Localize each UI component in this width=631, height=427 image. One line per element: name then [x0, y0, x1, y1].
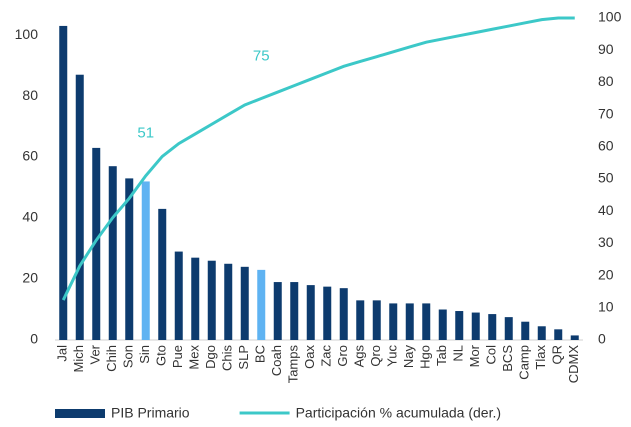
bar — [537, 326, 546, 340]
x-tick-label: Camp — [517, 345, 532, 380]
bar — [59, 25, 68, 340]
bar — [488, 314, 497, 340]
y-tick-label: 40 — [22, 209, 38, 225]
x-tick-label: Yuc — [385, 345, 400, 367]
x-tick-label: Ags — [352, 345, 367, 368]
x-tick-label: BC — [253, 345, 268, 363]
bar — [141, 181, 150, 340]
x-tick-label: Jal — [55, 345, 70, 362]
y2-tick-label: 30 — [598, 234, 614, 250]
bar — [504, 317, 513, 340]
x-tick-label: Pue — [170, 345, 185, 368]
x-tick-label: Mex — [187, 345, 202, 370]
x-tick-label: Tamps — [286, 345, 301, 384]
y2-tick-label: 20 — [598, 266, 614, 282]
bar — [207, 260, 216, 340]
x-tick-label: Sin — [137, 345, 152, 364]
x-tick-label: Mor — [467, 344, 482, 367]
x-tick-label: Gro — [335, 345, 350, 367]
y2-tick-label: 70 — [598, 105, 614, 121]
x-tick-label: Son — [121, 345, 136, 368]
bar — [240, 266, 249, 340]
y2-tick-label: 40 — [598, 202, 614, 218]
x-tick-label: BCS — [500, 345, 515, 372]
legend-label: PIB Primario — [111, 405, 190, 421]
cumulative-line — [61, 16, 575, 301]
bar — [273, 282, 282, 340]
x-tick-label: SLP — [236, 345, 251, 370]
bar — [422, 303, 431, 340]
bar — [125, 178, 134, 340]
y2-tick-label: 90 — [598, 41, 614, 57]
y-tick-label: 80 — [22, 87, 38, 103]
bar — [455, 311, 464, 340]
x-tick-label: CDMX — [566, 345, 581, 384]
bar — [554, 329, 563, 340]
x-tick-label: Coah — [269, 345, 284, 376]
bar — [75, 74, 84, 340]
bar — [323, 286, 332, 340]
bar — [372, 300, 381, 340]
x-tick-label: Dgo — [203, 345, 218, 369]
x-tick-label: Chis — [220, 345, 235, 372]
bar — [92, 147, 101, 340]
bar — [257, 269, 266, 340]
y2-tick-label: 60 — [598, 138, 614, 154]
data-label: 75 — [253, 47, 270, 64]
x-tick-label: Tab — [434, 345, 449, 366]
x-tick-label: Qro — [368, 345, 383, 367]
x-tick-label: QR — [550, 345, 565, 365]
legend-swatch — [55, 409, 105, 418]
bar — [471, 312, 480, 340]
bar — [438, 309, 447, 340]
data-label: 51 — [137, 125, 154, 142]
bar — [108, 166, 117, 340]
y2-tick-label: 50 — [598, 170, 614, 186]
y-tick-label: 60 — [22, 148, 38, 164]
x-tick-label: NL — [451, 345, 466, 362]
x-tick-label: Hgo — [418, 345, 433, 369]
bar — [570, 335, 579, 340]
bar — [405, 303, 414, 340]
x-tick-label: Nay — [401, 345, 416, 369]
bar — [389, 303, 398, 340]
y-tick-label: 100 — [15, 26, 39, 42]
x-tick-label: Chih — [104, 345, 119, 372]
bar — [306, 285, 315, 340]
bar — [224, 263, 233, 340]
x-tick-label: Mich — [71, 345, 86, 372]
bar — [191, 257, 200, 340]
y2-tick-label: 10 — [598, 299, 614, 315]
bar — [158, 208, 167, 340]
y2-tick-label: 100 — [598, 9, 622, 25]
x-tick-label: Oax — [302, 345, 317, 369]
y2-tick-label: 80 — [598, 73, 614, 89]
bar — [356, 300, 365, 340]
x-tick-label: Tlax — [533, 345, 548, 370]
bar — [174, 251, 183, 340]
legend-label: Participación % acumulada (der.) — [296, 405, 501, 421]
x-tick-label: Col — [484, 345, 499, 365]
y-tick-label: 0 — [30, 331, 38, 347]
bar — [521, 321, 530, 340]
x-tick-label: Ver — [88, 344, 103, 364]
x-tick-label: Zac — [319, 345, 334, 367]
y-tick-label: 20 — [22, 270, 38, 286]
bar — [339, 288, 348, 340]
x-tick-label: Gto — [154, 345, 169, 366]
y2-tick-label: 0 — [598, 331, 606, 347]
bar — [290, 282, 299, 340]
